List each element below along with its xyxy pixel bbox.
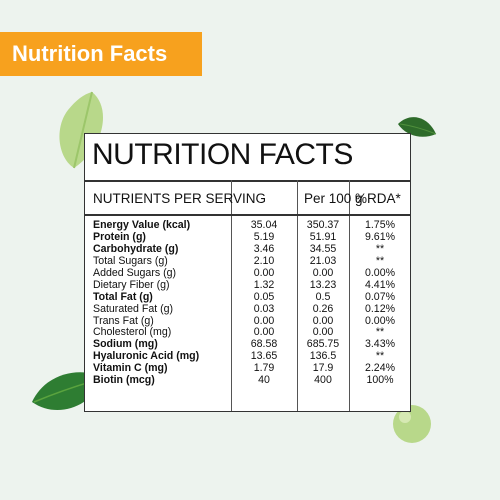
per-serving-value: 1.79 <box>253 362 275 375</box>
per-serving-value: 0.00 <box>253 266 275 279</box>
header-per-100g: Per 100 g <box>304 191 363 206</box>
nutrient-name: Energy Value (kcal) <box>93 219 191 231</box>
rda-value: ** <box>375 242 385 255</box>
per-100g-value: 21.03 <box>309 254 337 267</box>
per-100g-value: 136.5 <box>309 350 337 363</box>
per-100g-value: 400 <box>314 374 332 387</box>
per-serving-value: 35.04 <box>250 219 278 231</box>
nutrition-facts-panel: NUTRITION FACTS NUTRIENTS PER SERVING Pe… <box>84 133 411 412</box>
rda-value: 3.43% <box>364 338 396 351</box>
nutrient-name: Dietary Fiber (g) <box>93 278 170 291</box>
nutrient-name: Hyaluronic Acid (mg) <box>93 350 200 363</box>
rda-value: 0.00% <box>364 266 396 279</box>
per-100g-value: 350.37 <box>306 219 340 231</box>
nutrient-name: Saturated Fat (g) <box>93 302 174 315</box>
table-row: Total Fat (g) 0.05 0.5 0.07% <box>85 290 410 304</box>
table-row: Carbohydrate (g) 3.46 34.55 ** <box>85 242 410 256</box>
per-serving-value: 13.65 <box>250 350 278 363</box>
rda-value: 100% <box>366 374 394 387</box>
table-row: Saturated Fat (g) 0.03 0.26 0.12% <box>85 302 410 316</box>
rda-value: 0.07% <box>364 290 396 303</box>
rda-value: 2.24% <box>364 362 396 375</box>
rda-value: 0.12% <box>364 302 396 315</box>
table-row: Protein (g) 5.19 51.91 9.61% <box>85 230 410 244</box>
leaf-icon-top-right <box>398 117 437 137</box>
table-row: Added Sugars (g) 0.00 0.00 0.00% <box>85 266 410 280</box>
nutrient-name: Cholesterol (mg) <box>93 326 172 339</box>
header-nutrients: NUTRIENTS PER SERVING <box>93 191 267 206</box>
nutrient-name: Added Sugars (g) <box>93 266 177 279</box>
nutrient-name: Trans Fat (g) <box>93 314 154 327</box>
per-serving-value: 40 <box>258 374 270 387</box>
per-100g-value: 51.91 <box>309 230 337 243</box>
rda-value: ** <box>375 326 385 339</box>
nutrient-name: Sodium (mg) <box>93 338 158 351</box>
per-serving-value: 0.03 <box>253 302 275 315</box>
panel-title: NUTRITION FACTS <box>92 138 353 171</box>
column-divider-1 <box>231 180 232 411</box>
table-row: Cholesterol (mg) 0.00 0.00 ** <box>85 326 410 339</box>
table-row: Energy Value (kcal) 35.04 350.37 1.75% <box>85 219 410 232</box>
rda-value: 9.61% <box>364 230 396 243</box>
per-100g-value: 685.75 <box>306 338 340 351</box>
pea-icon <box>393 405 431 443</box>
nutrient-name: Total Fat (g) <box>93 290 153 303</box>
per-serving-value: 0.00 <box>253 326 275 339</box>
table-row: Biotin (mcg) 40 400 100% <box>85 374 410 387</box>
table-row: Dietary Fiber (g) 1.32 13.23 4.41% <box>85 278 410 292</box>
per-100g-value: 0.00 <box>312 326 334 339</box>
per-100g-value: 0.26 <box>312 302 334 315</box>
per-serving-value: 5.19 <box>253 230 275 243</box>
title-divider <box>85 180 410 182</box>
badge-label: Nutrition Facts <box>12 41 168 66</box>
table-row: Total Sugars (g) 2.10 21.03 ** <box>85 254 410 268</box>
rda-value: ** <box>375 254 385 267</box>
per-serving-value: 0.00 <box>253 314 275 327</box>
per-100g-value: 0.5 <box>315 290 331 303</box>
per-100g-value: 34.55 <box>309 242 337 255</box>
per-serving-value: 3.46 <box>253 242 275 255</box>
per-100g-value: 0.00 <box>312 314 334 327</box>
rda-value: 4.41% <box>364 278 396 291</box>
column-divider-2 <box>297 180 298 411</box>
per-serving-value: 68.58 <box>250 338 278 351</box>
nutrient-name: Total Sugars (g) <box>93 254 168 267</box>
nutrient-name: Biotin (mcg) <box>93 374 155 387</box>
rda-value: ** <box>375 350 385 363</box>
header-divider <box>85 214 410 216</box>
per-100g-value: 17.9 <box>312 362 334 375</box>
rda-value: 0.00% <box>364 314 396 327</box>
nutrition-facts-badge: Nutrition Facts <box>0 32 202 76</box>
per-serving-value: 2.10 <box>253 254 275 267</box>
rda-value: 1.75% <box>364 219 396 231</box>
nutrient-name: Vitamin C (mg) <box>93 362 168 375</box>
table-row: Sodium (mg) 68.58 685.75 3.43% <box>85 338 410 351</box>
table-row: Trans Fat (g) 0.00 0.00 0.00% <box>85 314 410 328</box>
table-row: Vitamin C (mg) 1.79 17.9 2.24% <box>85 362 410 375</box>
per-100g-value: 13.23 <box>309 278 337 291</box>
table-row: Hyaluronic Acid (mg) 13.65 136.5 ** <box>85 350 410 363</box>
per-serving-value: 0.05 <box>253 290 275 303</box>
nutrient-rows: Energy Value (kcal) 35.04 350.37 1.75% Prote… <box>85 219 410 387</box>
nutrient-name: Protein (g) <box>93 230 146 243</box>
per-serving-value: 1.32 <box>253 278 275 291</box>
nutrient-name: Carbohydrate (g) <box>93 242 179 255</box>
column-divider-3 <box>349 180 350 411</box>
header-rda: %RDA* <box>355 191 401 206</box>
per-100g-value: 0.00 <box>312 266 334 279</box>
